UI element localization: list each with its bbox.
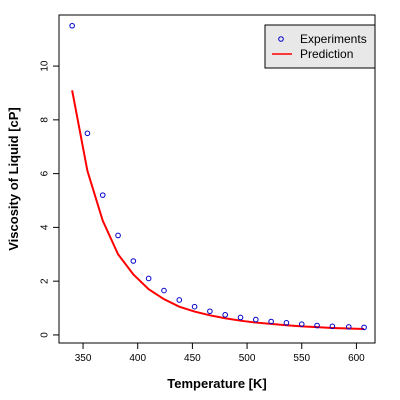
prediction-line [71, 90, 365, 331]
experiment-point [161, 287, 167, 294]
experiment-point [222, 311, 229, 318]
x-tick-label: 500 [239, 353, 256, 364]
x-axis: 350 400 450 500 550 600 [75, 343, 365, 364]
experiment-point [115, 232, 121, 239]
y-axis-title: Viscosity of Liquid [cP] [6, 107, 21, 251]
experiment-point [329, 323, 336, 330]
experiment-point [130, 258, 137, 264]
experiment-point [298, 321, 305, 327]
x-axis-title: Temperature [K] [167, 376, 266, 391]
experiment-point [314, 322, 320, 329]
experiment-point [99, 192, 106, 198]
experiments-series [69, 22, 367, 331]
prediction-series [71, 90, 365, 331]
experiment-point [207, 308, 213, 315]
experiment-point [237, 314, 244, 321]
legend: Experiments Prediction [264, 24, 376, 69]
experiment-point [69, 22, 75, 29]
experiment-point [176, 297, 183, 303]
experiment-point [361, 324, 367, 331]
experiment-point [84, 130, 91, 137]
y-tick-label: 6 [40, 170, 51, 176]
y-tick-label: 0 [40, 332, 51, 338]
plot-box [58, 14, 376, 344]
y-tick-label: 4 [40, 224, 51, 230]
x-tick-label: 600 [348, 353, 365, 364]
experiment-point [345, 324, 352, 330]
experiment-point [283, 320, 290, 326]
experiment-point [253, 316, 259, 323]
experiment-point [191, 303, 198, 310]
y-tick-label: 2 [40, 278, 51, 284]
x-tick-label: 350 [75, 353, 92, 364]
x-tick-label: 400 [129, 353, 146, 364]
y-axis: 0 2 4 6 8 10 [40, 60, 59, 338]
experiment-point [268, 318, 274, 325]
x-tick-label: 450 [184, 353, 201, 364]
legend-experiments-label: Experiments [300, 32, 367, 46]
y-tick-label: 8 [40, 117, 51, 123]
x-tick-label: 550 [293, 353, 310, 364]
legend-prediction-label: Prediction [300, 47, 353, 61]
y-tick-label: 10 [40, 60, 51, 72]
legend-experiments-marker [278, 36, 284, 42]
experiment-point [145, 275, 152, 282]
legend-box [264, 24, 376, 69]
